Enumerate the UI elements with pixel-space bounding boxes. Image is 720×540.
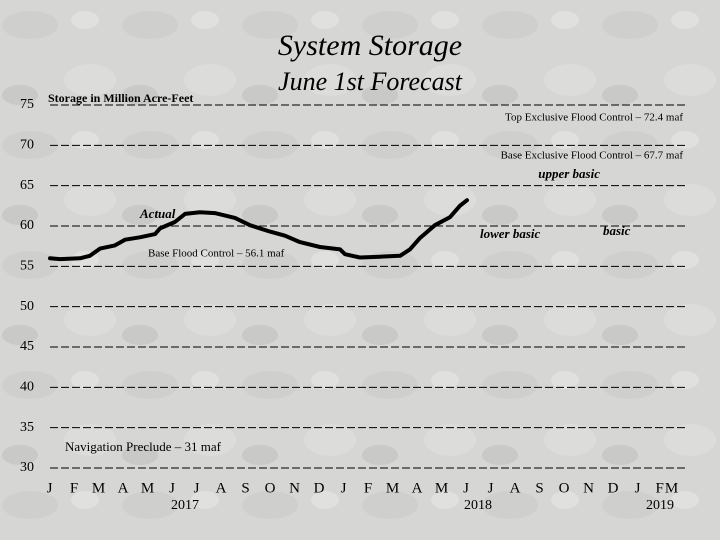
annotation: Base Exclusive Flood Control – 67.7 maf (501, 150, 684, 162)
x-tick-label: D (314, 480, 326, 496)
annotation: basic (603, 223, 631, 238)
x-tick-label: N (289, 480, 301, 496)
y-tick-label: 55 (20, 259, 34, 274)
y-tick-label: 70 (20, 138, 34, 153)
y-tick-label: 65 (20, 178, 34, 193)
x-tick-label: J (635, 480, 642, 496)
x-tick-label: A (510, 480, 522, 496)
year-label: 2017 (171, 498, 199, 513)
x-tick-label: F (70, 480, 79, 496)
y-tick-label: 60 (20, 218, 34, 233)
x-tick-label: A (412, 480, 424, 496)
y-axis-label: Storage in Million Acre-Feet (48, 91, 193, 105)
x-tick-label: S (241, 480, 250, 496)
x-tick-label: O (559, 480, 571, 496)
x-tick-label: O (265, 480, 277, 496)
x-tick-label: M (386, 480, 400, 496)
y-tick-label: 40 (20, 380, 34, 395)
x-tick-label: N (583, 480, 595, 496)
year-label: 2018 (464, 498, 492, 513)
data-line (48, 198, 469, 262)
chart-subtitle: June 1st Forecast (278, 67, 463, 96)
x-tick-label: F (364, 480, 373, 496)
x-tick-label: J (169, 480, 176, 496)
annotation: upper basic (538, 166, 600, 181)
x-tick-label: M (435, 480, 449, 496)
x-tick-label: A (118, 480, 130, 496)
annotation: Top Exclusive Flood Control – 72.4 maf (505, 112, 683, 124)
annotation: Navigation Preclude – 31 maf (65, 439, 222, 454)
y-tick-label: 30 (20, 460, 34, 475)
x-tick-label: S (535, 480, 544, 496)
chart-title: System Storage (278, 29, 462, 62)
x-tick-label: M (141, 480, 155, 496)
legend-label: Actual (139, 206, 176, 221)
annotation: Base Flood Control – 56.1 maf (148, 248, 285, 260)
annotation: lower basic (480, 226, 541, 241)
y-tick-label: 75 (20, 97, 34, 112)
year-label: 2019 (646, 498, 674, 513)
y-tick-label: 45 (20, 339, 34, 354)
y-tick-label: 50 (20, 299, 34, 314)
x-tick-label: D (608, 480, 620, 496)
x-tick-label: J (341, 480, 348, 496)
x-tick-label: J (194, 480, 201, 496)
x-tick-label: J (463, 480, 470, 496)
x-tick-label: FM (656, 480, 680, 496)
x-tick-label: J (47, 480, 54, 496)
y-tick-label: 35 (20, 420, 34, 435)
x-tick-label: J (488, 480, 495, 496)
x-tick-label: A (216, 480, 228, 496)
x-tick-label: M (92, 480, 106, 496)
